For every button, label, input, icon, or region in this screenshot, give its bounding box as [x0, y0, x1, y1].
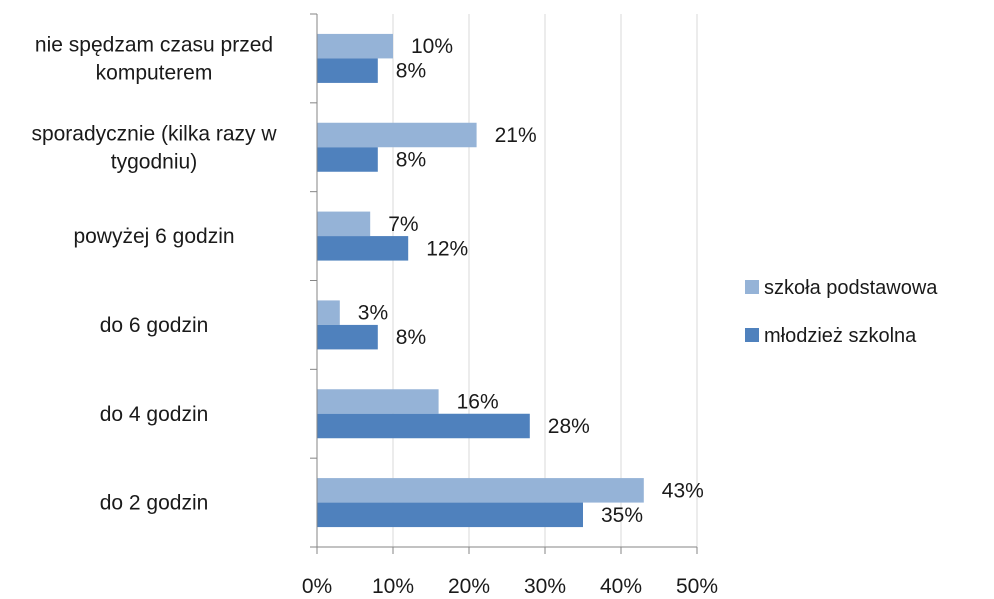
x-tick-label: 20%	[448, 575, 490, 598]
data-label: 12%	[426, 237, 468, 260]
category-label: tygodniu)	[111, 150, 197, 173]
category-label: nie spędzam czasu przed	[35, 33, 273, 56]
legend-label: młodzież szkolna	[764, 325, 917, 347]
data-label: 28%	[548, 415, 590, 438]
bar-szkola-podstawowa	[317, 33, 393, 59]
bar-szkola-podstawowa	[317, 300, 340, 325]
bar-mlodziez-szkolna	[317, 413, 530, 439]
x-tick-label: 30%	[524, 575, 566, 598]
bar-mlodziez-szkolna	[317, 324, 378, 350]
category-label: do 6 godzin	[100, 314, 209, 337]
legend-swatch	[745, 328, 759, 342]
category-label: powyżej 6 godzin	[73, 225, 234, 248]
data-label: 10%	[411, 35, 453, 58]
data-label: 35%	[601, 504, 643, 527]
legend-swatch	[745, 280, 759, 294]
legend-label: szkoła podstawowa	[764, 277, 938, 299]
x-tick-label: 40%	[600, 575, 642, 598]
data-label: 8%	[396, 60, 426, 83]
data-label: 7%	[388, 213, 418, 236]
data-label: 21%	[495, 124, 537, 147]
bar-szkola-podstawowa	[317, 122, 477, 148]
category-label: sporadycznie (kilka razy w	[31, 122, 277, 145]
bar-mlodziez-szkolna	[317, 236, 409, 261]
x-tick-label: 0%	[302, 575, 332, 598]
x-tick-label: 10%	[372, 575, 414, 598]
bar-mlodziez-szkolna	[317, 502, 583, 528]
bar-szkola-podstawowa	[317, 211, 371, 237]
bar-szkola-podstawowa	[317, 478, 644, 503]
bar-mlodziez-szkolna	[317, 147, 378, 172]
x-tick-label: 50%	[676, 575, 718, 598]
data-label: 16%	[457, 391, 499, 414]
category-label: do 2 godzin	[100, 492, 209, 515]
data-label: 43%	[662, 479, 704, 502]
category-label: komputerem	[96, 61, 213, 84]
data-label: 8%	[396, 149, 426, 172]
data-label: 8%	[396, 326, 426, 349]
data-label: 3%	[358, 302, 388, 325]
category-label: do 4 godzin	[100, 403, 209, 426]
bar-mlodziez-szkolna	[317, 58, 378, 83]
bar-szkola-podstawowa	[317, 389, 439, 414]
